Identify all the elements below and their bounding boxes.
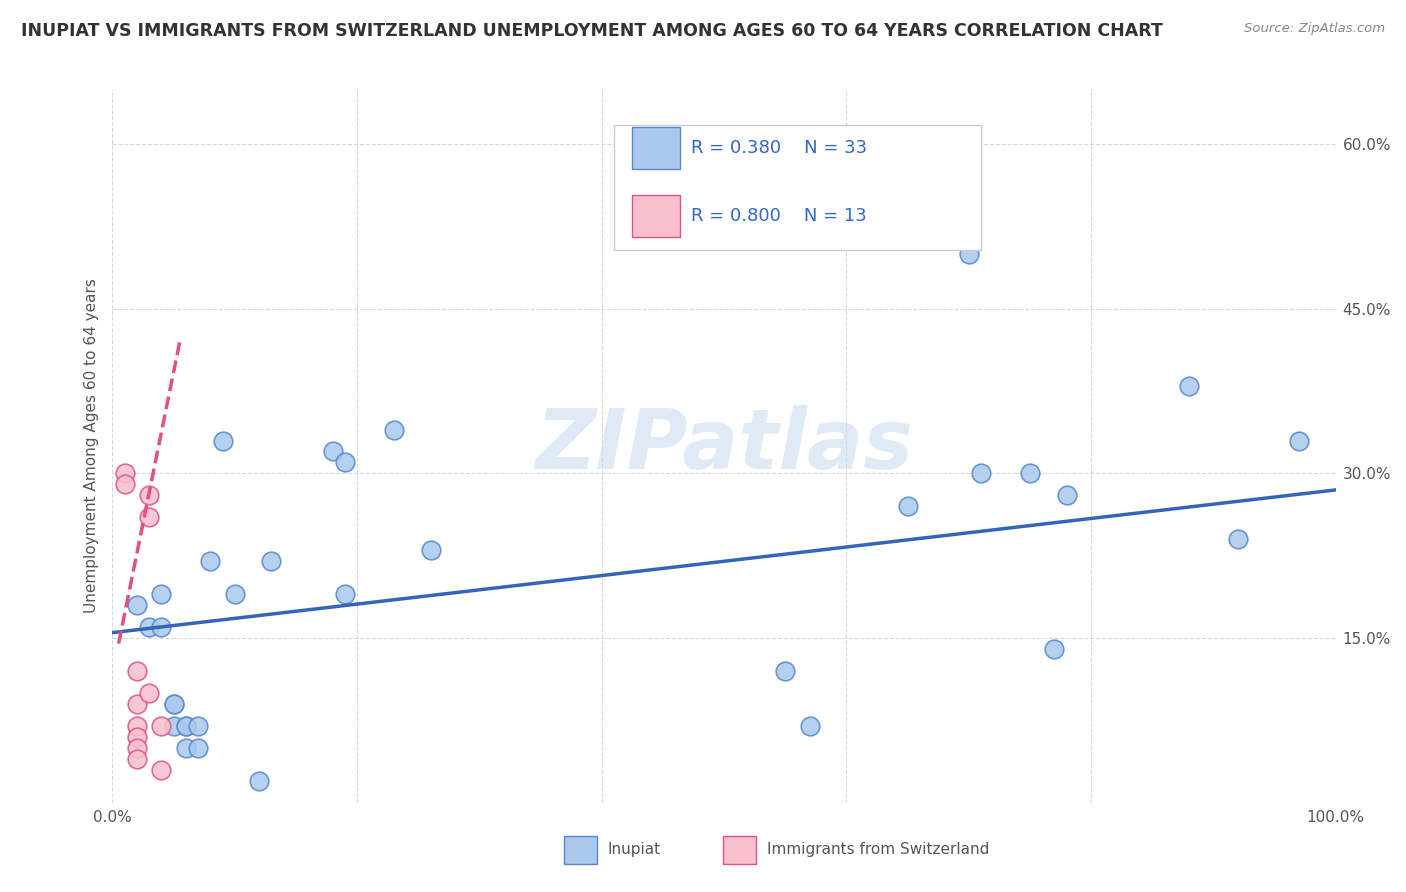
Point bbox=[150, 719, 173, 733]
Point bbox=[970, 467, 993, 481]
Text: R = 0.800    N = 13: R = 0.800 N = 13 bbox=[692, 207, 868, 225]
FancyBboxPatch shape bbox=[633, 194, 681, 237]
Point bbox=[333, 455, 356, 469]
Text: Immigrants from Switzerland: Immigrants from Switzerland bbox=[766, 842, 990, 857]
FancyBboxPatch shape bbox=[614, 125, 981, 250]
Point bbox=[114, 477, 136, 491]
Point bbox=[138, 488, 160, 502]
Y-axis label: Unemployment Among Ages 60 to 64 years: Unemployment Among Ages 60 to 64 years bbox=[83, 278, 98, 614]
Point bbox=[125, 664, 148, 678]
Point bbox=[224, 587, 246, 601]
Point bbox=[150, 763, 173, 777]
Point bbox=[125, 598, 148, 612]
Text: INUPIAT VS IMMIGRANTS FROM SWITZERLAND UNEMPLOYMENT AMONG AGES 60 TO 64 YEARS CO: INUPIAT VS IMMIGRANTS FROM SWITZERLAND U… bbox=[21, 22, 1163, 40]
Point bbox=[163, 697, 186, 711]
Point bbox=[200, 554, 222, 568]
Point bbox=[187, 719, 209, 733]
Point bbox=[1178, 378, 1201, 392]
Text: Source: ZipAtlas.com: Source: ZipAtlas.com bbox=[1244, 22, 1385, 36]
Point bbox=[125, 740, 148, 755]
Point bbox=[382, 423, 405, 437]
Point bbox=[322, 444, 344, 458]
Text: ZIPatlas: ZIPatlas bbox=[536, 406, 912, 486]
Point bbox=[174, 719, 197, 733]
Point bbox=[775, 664, 797, 678]
Point bbox=[163, 697, 186, 711]
Point bbox=[1043, 642, 1066, 657]
Point bbox=[1018, 467, 1040, 481]
Point bbox=[333, 587, 356, 601]
Point bbox=[125, 730, 148, 744]
Point bbox=[163, 719, 186, 733]
Point bbox=[799, 719, 821, 733]
Point bbox=[957, 247, 980, 261]
Point bbox=[419, 543, 441, 558]
Point bbox=[260, 554, 283, 568]
Point bbox=[247, 773, 270, 788]
Point bbox=[187, 740, 209, 755]
Point bbox=[150, 620, 173, 634]
Point bbox=[125, 719, 148, 733]
Point bbox=[1056, 488, 1078, 502]
Point bbox=[1226, 533, 1249, 547]
FancyBboxPatch shape bbox=[564, 836, 598, 864]
Point bbox=[138, 620, 160, 634]
FancyBboxPatch shape bbox=[723, 836, 756, 864]
Text: Inupiat: Inupiat bbox=[607, 842, 661, 857]
Point bbox=[138, 510, 160, 524]
Point bbox=[1288, 434, 1310, 448]
FancyBboxPatch shape bbox=[633, 127, 681, 169]
Point bbox=[174, 719, 197, 733]
Point bbox=[125, 752, 148, 766]
Point bbox=[125, 697, 148, 711]
Point bbox=[150, 587, 173, 601]
Point bbox=[211, 434, 233, 448]
Point bbox=[897, 500, 920, 514]
Point bbox=[174, 740, 197, 755]
Point bbox=[114, 467, 136, 481]
Text: R = 0.380    N = 33: R = 0.380 N = 33 bbox=[692, 139, 868, 157]
Point bbox=[138, 686, 160, 700]
